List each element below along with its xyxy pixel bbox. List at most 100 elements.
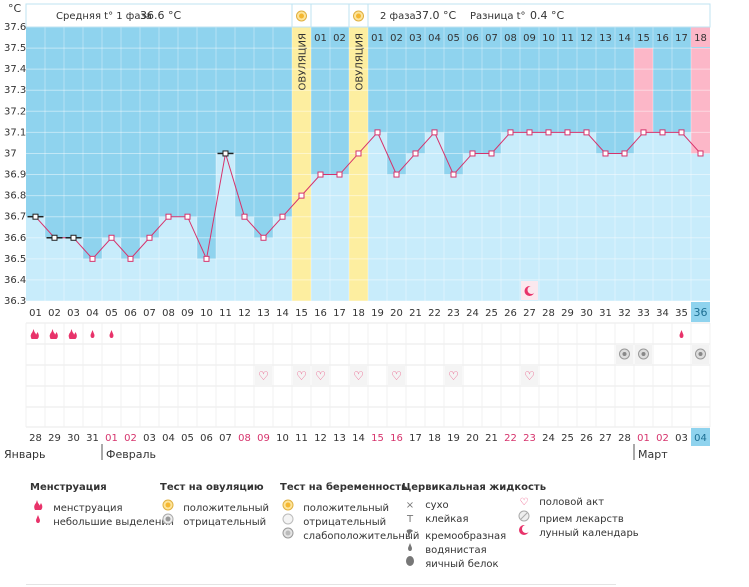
day-column-fill: [102, 237, 121, 301]
temperature-point: [469, 150, 476, 157]
legend-item: прием лекарств: [516, 510, 639, 525]
y-tick-label: 36.6: [4, 233, 26, 244]
temperature-point: [583, 129, 590, 136]
temperature-point: [526, 129, 533, 136]
cycle-day-top-label: 02: [390, 33, 403, 44]
y-tick-label: 37.4: [4, 64, 26, 75]
temperature-point: [545, 129, 552, 136]
current-day-top-highlight: [691, 27, 710, 47]
cycle-day-label: 05: [105, 308, 118, 319]
day-column-fill: [197, 258, 216, 301]
day-column-bg: [83, 27, 102, 301]
diff-value: 0.4 °C: [530, 9, 564, 22]
date-label: 13: [333, 433, 346, 444]
day-column-fill: [653, 132, 672, 301]
pink-marker: [634, 48, 653, 133]
legend-item: менструация: [30, 499, 174, 516]
legend-label: менструация: [53, 503, 123, 514]
legend-ovulation-test: Тест на овуляцию положительный отрицател…: [160, 482, 270, 528]
spotting-icon: [90, 330, 95, 338]
cycle-day-label: 27: [523, 308, 536, 319]
temperature-point: [488, 150, 495, 157]
legend-label: кремообразная: [425, 531, 507, 542]
legend-label: прием лекарств: [539, 514, 624, 525]
ovulation-label: ОВУЛЯЦИЯ: [298, 33, 309, 91]
y-tick-label: 36.4: [4, 275, 26, 286]
heart-cell: [350, 366, 367, 385]
day-column-fill: [311, 174, 330, 301]
temperature-point: [241, 213, 248, 220]
cycle-day-top-label: 01: [314, 33, 327, 44]
legend-item: ♡ половой акт: [516, 496, 639, 510]
temperature-point: [203, 255, 210, 262]
positive-test-icon: [160, 499, 176, 516]
cycle-day-label: 01: [29, 308, 42, 319]
temperature-point: [678, 129, 685, 136]
legend-label: слабоположительный: [303, 531, 420, 542]
heart-icon: ♡: [519, 497, 529, 508]
cycle-day-label: 20: [390, 308, 403, 319]
day-column-fill: [26, 216, 45, 301]
legend-label: положительный: [183, 503, 270, 514]
positive-test-icon-core: [356, 13, 361, 19]
month-label: Март: [638, 448, 668, 461]
legend-label: водянистая: [425, 545, 487, 556]
date-label: 26: [580, 433, 593, 444]
day-column-fill: [577, 132, 596, 301]
date-label: 11: [295, 433, 308, 444]
legend-label: небольшие выделения: [53, 517, 174, 528]
day-column-fill: [596, 153, 615, 301]
cycle-day-top-label: 08: [504, 33, 517, 44]
date-label: 29: [48, 433, 61, 444]
date-label: 03: [143, 433, 156, 444]
cycle-day-label: 32: [618, 308, 631, 319]
positive-test-icon: [280, 499, 296, 516]
cycle-day-label: 07: [143, 308, 156, 319]
cycle-day-label: 31: [599, 308, 612, 319]
legend-title: Тест на овуляцию: [160, 482, 264, 493]
heart-cell: [388, 366, 405, 385]
menstruation-icon: [30, 499, 46, 516]
cycle-day-label: 33: [637, 308, 650, 319]
positive-test-icon-core: [299, 13, 304, 19]
day-column-fill: [64, 237, 83, 301]
month-label: Январь: [4, 448, 46, 461]
date-label: 19: [447, 433, 460, 444]
date-label: 30: [67, 433, 80, 444]
date-label: 28: [618, 433, 631, 444]
cycle-day-top-label: 06: [466, 33, 479, 44]
temperature-point: [222, 150, 229, 157]
date-label: 08: [238, 433, 251, 444]
diff-label: Разница t°: [470, 11, 526, 22]
legend-label: клейкая: [425, 514, 469, 525]
legend-label: отрицательный: [183, 517, 267, 528]
day-column-fill: [463, 153, 482, 301]
pink-marker: [691, 48, 710, 154]
day-column-fill: [672, 132, 691, 301]
heart-cell: [521, 366, 538, 385]
y-tick-label: 37: [4, 148, 17, 159]
temperature-point: [146, 234, 153, 241]
date-label: 04: [162, 433, 175, 444]
legend-item: отрицательный: [280, 513, 419, 528]
y-tick-label: 36.3: [4, 296, 26, 307]
date-label: 07: [219, 433, 232, 444]
y-tick-label: 36.9: [4, 170, 26, 181]
date-label: 20: [466, 433, 479, 444]
legend-item: положительный: [160, 499, 270, 516]
day-column-fill: [254, 237, 273, 301]
cycle-day-label: 34: [656, 308, 669, 319]
date-label: 06: [200, 433, 213, 444]
heart-cell: [445, 366, 462, 385]
pill-icon-core: [622, 352, 627, 356]
cycle-day-top-label: 02: [333, 33, 346, 44]
date-label: 16: [390, 433, 403, 444]
sticky-icon: T: [406, 514, 414, 525]
date-label: 14: [352, 433, 365, 444]
dry-icon: ×: [405, 500, 415, 511]
heart-cell: [293, 366, 310, 385]
cycle-day-top-label: 01: [371, 33, 384, 44]
cycle-day-label: 11: [219, 308, 232, 319]
day-column-fill: [634, 132, 653, 301]
date-label: 15: [371, 433, 384, 444]
